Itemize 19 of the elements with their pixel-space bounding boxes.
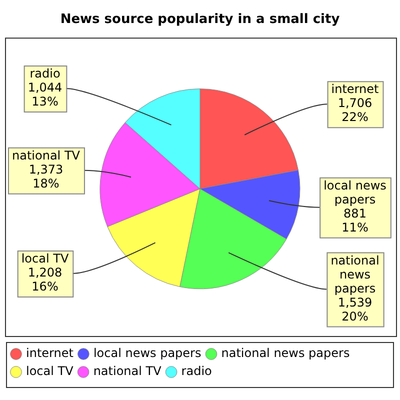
legend-label: national TV	[93, 364, 162, 378]
slice-label: national news papers	[330, 253, 380, 296]
slice-label: local news papers	[324, 178, 386, 206]
slice-label: national TV	[12, 148, 81, 163]
data-label: 1,044 13%	[28, 80, 62, 109]
chart-title: News source popularity in a small city	[60, 12, 340, 28]
legend-label: local TV	[26, 364, 74, 378]
slice-label: local TV	[21, 252, 70, 266]
legend-label: internet	[26, 346, 74, 360]
data-label: 1,373 18%	[28, 162, 64, 191]
legend-label: local news papers	[93, 346, 202, 360]
slice-label: internet	[331, 82, 380, 96]
data-label: 1,539 20%	[338, 295, 372, 324]
data-label: 1,706 22%	[338, 96, 372, 124]
data-label: 1,208 16%	[28, 266, 62, 294]
legend-label: national news papers	[221, 346, 350, 360]
data-label: 881 11%	[342, 206, 368, 234]
legend-label: radio	[181, 364, 212, 378]
slice-label: radio	[30, 66, 60, 81]
